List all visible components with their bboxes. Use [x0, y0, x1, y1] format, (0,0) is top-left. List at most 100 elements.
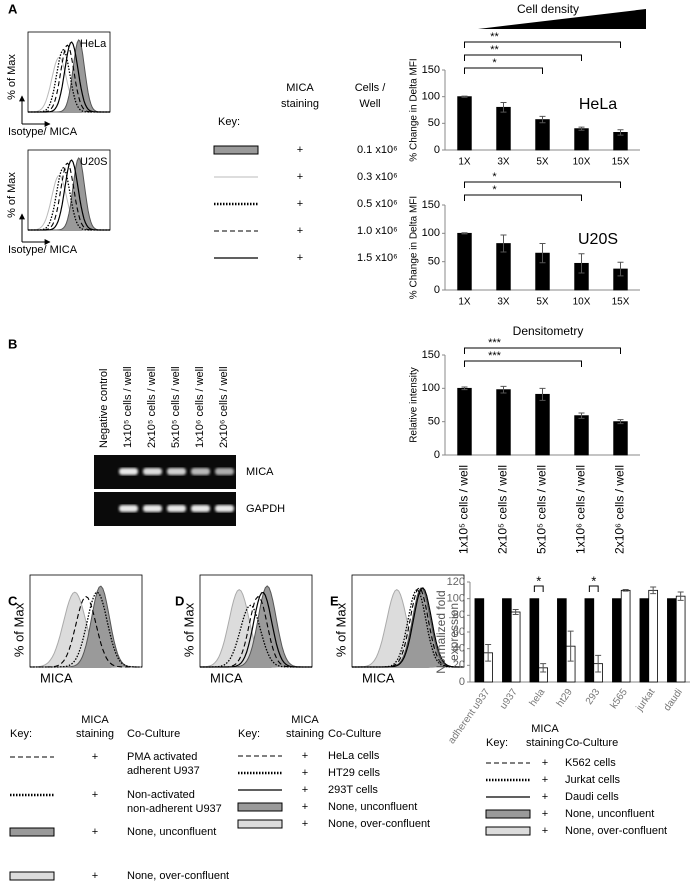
key-value: 1.5 x10⁶ [357, 252, 398, 264]
lane-label: 2x10⁶ cells / well [218, 366, 230, 448]
key-staining: + [92, 826, 98, 838]
key-text: 293T cells [328, 784, 378, 796]
key-value: 0.3 x10⁶ [357, 171, 398, 183]
key-text: Jurkat cells [565, 774, 621, 786]
key-text: Daudi cells [565, 791, 619, 803]
gel-band [215, 468, 234, 475]
key-staining: + [297, 171, 303, 183]
x-tick-label: 3X [497, 297, 510, 308]
significance-bracket [588, 585, 599, 592]
bar [639, 598, 650, 683]
significance-bracket [464, 347, 621, 354]
x-tick-label: 293 [584, 687, 603, 707]
significance-label: ** [490, 44, 499, 56]
lane-label: 2x10⁵ cells / well [146, 366, 158, 448]
x-tick-label: 15X [612, 157, 630, 168]
y-tick-label: 100 [422, 382, 440, 394]
key-swatch [213, 145, 259, 155]
key-header: MICA [291, 714, 319, 726]
key-header: Co-Culture [565, 737, 618, 749]
key-header: staining [526, 737, 564, 749]
x-tick-label: 5X [536, 157, 549, 168]
error-bar [500, 234, 507, 253]
gel [94, 455, 236, 489]
significance-label: * [536, 573, 541, 588]
significance-label: ** [490, 31, 499, 43]
bar [574, 128, 589, 151]
key-staining: + [542, 825, 548, 837]
panel-label: A [8, 1, 18, 16]
y-axis-label: Relative intensity [409, 367, 420, 443]
key-staining: + [542, 774, 548, 786]
significance-label: *** [488, 350, 502, 362]
error-bar [617, 419, 624, 425]
error-bar [539, 387, 546, 401]
bar [510, 611, 521, 683]
lane-label: Negative control [98, 369, 110, 449]
chart-label: U20S [578, 231, 618, 248]
x-axis-label: MICA [40, 670, 73, 685]
y-tick-label: 50 [428, 117, 440, 129]
y-tick-label: 100 [422, 227, 440, 239]
key-staining: + [297, 252, 303, 264]
y-axis-label: % Change in Delta MFI [409, 58, 420, 161]
bar [620, 589, 631, 683]
key-text: K562 cells [565, 757, 616, 769]
key-text: None, over-confluent [328, 818, 430, 830]
key-swatch [485, 826, 531, 836]
y-axis-label: expression [447, 603, 461, 661]
key-value: 0.5 x10⁶ [357, 198, 398, 210]
bar [535, 119, 550, 151]
y-tick-label: 100 [422, 91, 440, 103]
key-text: HT29 cells [328, 767, 380, 779]
band-label: MICA [246, 466, 274, 478]
lane-label: 1x10⁶ cells / well [194, 366, 206, 448]
y-tick-label: 100 [447, 593, 465, 605]
lane-label: 1x10⁵ cells / well [122, 366, 134, 448]
significance-bracket [464, 360, 582, 367]
y-tick-label: 50 [428, 416, 440, 428]
error-bar [485, 644, 492, 662]
x-axis-label: MICA [210, 670, 243, 685]
key-staining: + [302, 801, 308, 813]
key-header: Co-Culture [127, 728, 180, 740]
y-tick-label: 50 [428, 256, 440, 268]
key-swatch [485, 809, 531, 819]
key-swatch [9, 827, 55, 837]
x-tick-label: hela [528, 687, 548, 709]
bar [457, 387, 472, 456]
key-swatch [237, 802, 283, 812]
density-wedge [478, 9, 646, 29]
key-value: 1.0 x10⁶ [357, 225, 398, 237]
key-swatch [237, 819, 283, 829]
y-tick-label: 0 [434, 144, 440, 156]
panel-label: D [175, 593, 184, 608]
x-tick-label: 5X [536, 297, 549, 308]
histogram-curve [352, 587, 464, 668]
bar [648, 589, 658, 683]
x-tick-label: 5x10⁵ cells / well [535, 465, 549, 554]
y-axis-label: Normalized fold [434, 590, 448, 673]
error-bar [567, 630, 574, 662]
histogram-name: HeLa [80, 38, 107, 50]
gel-band [143, 468, 162, 475]
x-axis-label: Isotype/ MICA [8, 244, 78, 256]
y-tick-label: 150 [422, 64, 440, 76]
error-bar [461, 386, 468, 391]
error-bar [461, 95, 468, 98]
key-title: Key: [218, 116, 240, 128]
key-header: staining [281, 98, 319, 110]
key-staining: + [542, 757, 548, 769]
y-tick-label: 20 [453, 659, 465, 671]
key-staining: + [297, 225, 303, 237]
band-label: GAPDH [246, 503, 285, 515]
x-tick-label: 15X [612, 297, 630, 308]
panel-label: C [8, 593, 18, 608]
x-tick-label: jurkat [634, 687, 658, 714]
histogram-curve [30, 591, 142, 668]
bar [675, 595, 686, 683]
key-text: HeLa cells [328, 750, 380, 762]
x-tick-label: 2x10⁶ cells / well [613, 465, 627, 554]
y-tick-label: 150 [422, 199, 440, 211]
